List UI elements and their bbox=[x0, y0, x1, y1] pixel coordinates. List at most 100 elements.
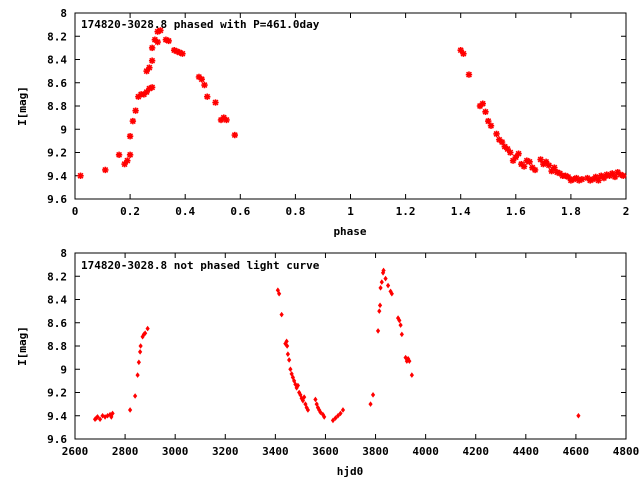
x-tick-label: 0.6 bbox=[230, 205, 250, 218]
y-tick-label: 8.8 bbox=[47, 340, 67, 353]
data-point bbox=[333, 415, 338, 421]
data-point bbox=[109, 414, 114, 420]
y-tick-label: 8.6 bbox=[47, 77, 67, 90]
y-tick-label: 8.2 bbox=[47, 30, 67, 43]
y-tick-label: 9.6 bbox=[47, 193, 67, 206]
y-tick-label: 9.4 bbox=[47, 170, 67, 183]
data-point bbox=[515, 150, 522, 157]
x-tick-label: 2800 bbox=[112, 445, 139, 458]
x-tick-label: 2 bbox=[623, 205, 630, 218]
data-point bbox=[314, 401, 319, 407]
data-point bbox=[460, 50, 467, 57]
data-points bbox=[77, 27, 627, 184]
data-point bbox=[127, 407, 133, 413]
x-tick-label: 4600 bbox=[563, 445, 590, 458]
data-point bbox=[578, 176, 586, 183]
x-tick-label: 1.2 bbox=[396, 205, 416, 218]
data-point bbox=[375, 328, 381, 334]
data-point bbox=[138, 343, 143, 349]
y-tick-label: 9.4 bbox=[47, 410, 67, 423]
data-point bbox=[298, 392, 303, 398]
data-point bbox=[545, 162, 553, 169]
data-point bbox=[620, 172, 627, 179]
x-tick-label: 0 bbox=[72, 205, 79, 218]
x-tick-label: 4200 bbox=[462, 445, 489, 458]
data-point bbox=[330, 417, 336, 424]
x-tick-label: 4400 bbox=[513, 445, 540, 458]
data-point bbox=[285, 343, 290, 349]
data-point bbox=[377, 308, 382, 314]
data-point bbox=[148, 57, 156, 64]
data-point bbox=[300, 397, 306, 404]
data-point bbox=[198, 76, 205, 83]
y-tick-label: 8 bbox=[60, 247, 67, 260]
data-point bbox=[77, 172, 84, 179]
data-point bbox=[338, 410, 343, 417]
raw-light-curve-panel: 174820-3028.8 not phased light curve hjd… bbox=[16, 247, 639, 478]
data-point bbox=[284, 338, 289, 345]
data-point bbox=[95, 414, 100, 420]
data-point bbox=[378, 285, 383, 291]
data-point bbox=[136, 359, 141, 366]
data-point bbox=[379, 279, 384, 285]
data-point bbox=[551, 164, 558, 171]
data-point bbox=[398, 322, 403, 328]
x-tick-label: 4000 bbox=[412, 445, 439, 458]
data-point bbox=[293, 381, 298, 388]
data-point bbox=[145, 325, 150, 332]
x-tick-label: 3000 bbox=[162, 445, 189, 458]
data-point bbox=[285, 351, 290, 357]
data-point bbox=[143, 330, 148, 337]
data-point bbox=[129, 117, 137, 125]
data-point bbox=[520, 163, 528, 170]
data-point bbox=[305, 407, 311, 413]
data-point bbox=[377, 302, 383, 309]
y-tick-label: 8 bbox=[60, 7, 67, 20]
data-point bbox=[482, 108, 489, 116]
data-point bbox=[275, 287, 280, 294]
data-point bbox=[292, 378, 297, 384]
x-tick-label: 3800 bbox=[362, 445, 389, 458]
data-point bbox=[303, 401, 308, 407]
data-point bbox=[288, 366, 293, 373]
data-point bbox=[370, 392, 376, 398]
y-tick-label: 8.4 bbox=[47, 54, 67, 67]
data-point bbox=[204, 93, 211, 100]
x-tick-label: 1 bbox=[347, 205, 354, 218]
data-point bbox=[290, 374, 295, 381]
data-point bbox=[102, 166, 109, 174]
data-point bbox=[340, 407, 346, 413]
data-point bbox=[403, 354, 408, 361]
data-point bbox=[368, 401, 373, 407]
data-point bbox=[479, 100, 486, 107]
data-point bbox=[485, 117, 492, 125]
y-tick-label: 9.2 bbox=[47, 387, 67, 400]
data-point bbox=[381, 267, 386, 274]
data-point bbox=[201, 81, 208, 89]
data-point bbox=[335, 412, 341, 419]
x-tick-label: 0.2 bbox=[120, 205, 140, 218]
data-point bbox=[115, 151, 123, 159]
chart-title: 174820-3028.8 not phased light curve bbox=[81, 259, 320, 272]
data-point bbox=[409, 372, 414, 378]
data-point bbox=[498, 138, 506, 146]
x-axis-label: phase bbox=[333, 225, 366, 238]
x-tick-label: 0.8 bbox=[285, 205, 305, 218]
y-axis-label: I[mag] bbox=[16, 86, 29, 126]
data-point bbox=[287, 357, 292, 363]
axis-ticks: 0 0.2 0.4 0.6 0.8 1 1.2 1.4 1.6 1.8 2 8 8.2 8.4 8.6 8.8… bbox=[47, 7, 629, 218]
data-point bbox=[399, 331, 404, 338]
data-point bbox=[223, 116, 230, 124]
data-point bbox=[279, 311, 284, 318]
x-tick-label: 1.6 bbox=[506, 205, 526, 218]
data-point bbox=[97, 416, 103, 423]
data-point bbox=[383, 275, 388, 282]
data-point bbox=[537, 156, 544, 163]
data-point bbox=[389, 290, 394, 297]
data-point bbox=[154, 38, 161, 46]
data-point bbox=[302, 394, 307, 400]
data-point bbox=[487, 122, 495, 129]
y-tick-label: 8.8 bbox=[47, 100, 67, 113]
y-tick-label: 8.4 bbox=[47, 294, 67, 307]
x-tick-label: 1.4 bbox=[451, 205, 471, 218]
